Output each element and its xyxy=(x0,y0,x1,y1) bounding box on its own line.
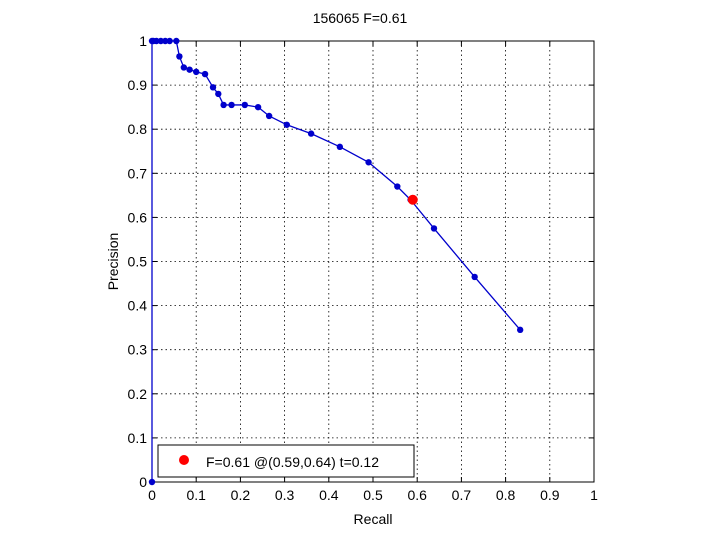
data-point xyxy=(173,37,180,45)
data-point xyxy=(430,225,438,232)
data-point xyxy=(516,326,524,334)
y-tick-label: 0.4 xyxy=(128,298,148,314)
data-point xyxy=(209,84,217,91)
y-tick-label: 0.5 xyxy=(128,254,148,270)
data-point xyxy=(148,478,156,486)
x-tick-label: 0.7 xyxy=(452,487,472,503)
data-point xyxy=(193,68,200,76)
best-f-point xyxy=(407,194,418,205)
axis-ticks: 0 0.1 0.2 0.3 0.4 0.5 0.6 0.7 0.8 0.9 1 0 0.1 0.2 0.3 0… xyxy=(128,33,599,503)
x-tick-label: 0.8 xyxy=(496,487,516,503)
data-point xyxy=(153,37,160,45)
data-point xyxy=(254,103,262,111)
legend: F=0.61 @(0.59,0.64) t=0.12 xyxy=(157,444,415,478)
y-axis-label: Precision xyxy=(105,233,121,291)
data-point xyxy=(365,159,372,166)
grid xyxy=(152,41,594,482)
data-point xyxy=(162,37,169,45)
data-point xyxy=(265,112,273,120)
data-point xyxy=(201,70,209,78)
data-point xyxy=(180,64,188,71)
y-tick-label: 0 xyxy=(139,474,147,490)
series-points xyxy=(148,37,524,486)
y-tick-label: 0.9 xyxy=(128,77,148,93)
data-point xyxy=(228,101,235,109)
data-point xyxy=(336,143,344,151)
x-tick-label: 0.5 xyxy=(363,487,383,503)
x-tick-label: 0.6 xyxy=(407,487,427,503)
x-tick-label: 0.1 xyxy=(186,487,206,503)
x-tick-label: 0.4 xyxy=(319,487,339,503)
legend-frame xyxy=(157,444,415,478)
y-tick-label: 0.1 xyxy=(128,430,148,446)
data-point xyxy=(157,37,165,45)
x-tick-label: 0 xyxy=(148,487,156,503)
data-point xyxy=(215,90,222,98)
y-tick-label: 1 xyxy=(139,33,147,49)
y-tick-label: 0.6 xyxy=(128,209,148,225)
data-point xyxy=(241,101,249,109)
data-point xyxy=(176,53,183,60)
data-point xyxy=(394,183,401,190)
y-tick-label: 0.2 xyxy=(128,386,148,402)
chart-title: 156065 F=0.61 xyxy=(313,10,408,26)
legend-label: F=0.61 @(0.59,0.64) t=0.12 xyxy=(206,454,379,470)
data-point xyxy=(307,130,315,137)
data-point xyxy=(166,37,173,45)
data-point xyxy=(220,101,227,109)
data-point xyxy=(186,66,193,73)
x-axis-label: Recall xyxy=(354,511,393,527)
x-tick-label: 1 xyxy=(590,487,598,503)
data-point xyxy=(471,273,478,281)
data-point xyxy=(283,121,291,128)
y-tick-label: 0.8 xyxy=(128,121,148,137)
legend-marker xyxy=(179,455,189,465)
y-tick-label: 0.7 xyxy=(128,165,148,181)
x-tick-label: 0.2 xyxy=(231,487,251,503)
x-tick-label: 0.3 xyxy=(275,487,295,503)
x-tick-label: 0.9 xyxy=(540,487,560,503)
y-tick-label: 0.3 xyxy=(128,342,148,358)
